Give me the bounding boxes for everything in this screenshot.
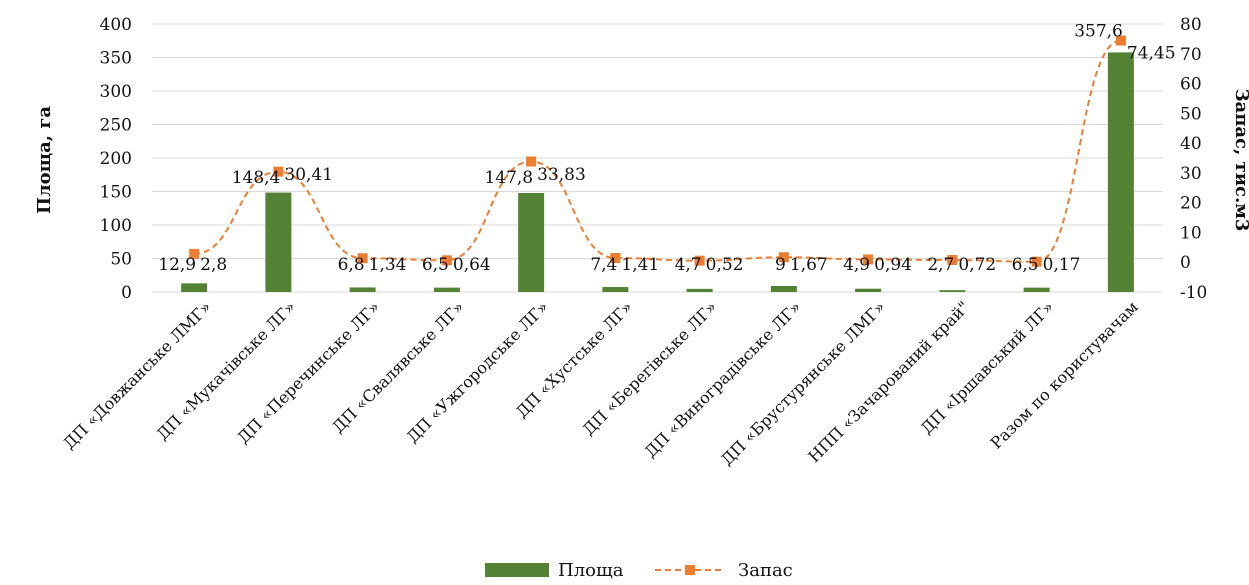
category-label: ДП «Берегівське ЛГ» (579, 297, 721, 439)
line-marker (357, 253, 368, 264)
y-tick-label: 400 (100, 15, 132, 35)
bar-data-label: 9 (775, 255, 786, 275)
bar-data-label: 6,8 (338, 255, 365, 275)
y-tick-label: 350 (100, 49, 132, 69)
line-marker (610, 253, 621, 264)
y2-tick-label: 30 (1180, 164, 1202, 184)
y-tick-label: 0 (121, 283, 132, 303)
y2-tick-label: 80 (1180, 15, 1202, 35)
line-data-label: 0,94 (874, 255, 912, 275)
y2-tick-label: 50 (1180, 104, 1202, 124)
y-axis-title: Площа, га (34, 106, 55, 214)
y2-tick-label: 20 (1180, 194, 1202, 214)
bar-data-label: 4,7 (675, 255, 702, 275)
bar (518, 192, 545, 292)
y2-tick-label: -10 (1180, 283, 1207, 303)
bar (770, 285, 797, 292)
y2-tick-label: 70 (1180, 45, 1202, 65)
category-label: ДП «Виноградівське ЛГ» (641, 297, 805, 461)
y-tick-label: 50 (110, 250, 132, 270)
y2-tick-label: 60 (1180, 75, 1202, 95)
y2-axis-title: Запас, тис.м3 (1231, 89, 1249, 232)
category-label: ДП «Довжанське ЛМГ» (60, 297, 215, 452)
bar-data-label: 2,7 (927, 255, 954, 275)
bar (181, 283, 208, 292)
line-data-label: 2,8 (200, 255, 227, 275)
line-data-label: 1,67 (790, 255, 828, 275)
bar-data-label: 7,4 (590, 255, 617, 275)
y-tick-label: 300 (100, 82, 132, 102)
y2-tick-label: 10 (1180, 223, 1202, 243)
y-tick-label: 150 (100, 183, 132, 203)
line-data-label: 33,83 (537, 165, 586, 185)
y-tick-label: 200 (100, 149, 132, 169)
line-data-label: 30,41 (284, 165, 333, 185)
category-label: ДП «Ужгородське ЛГ» (403, 297, 552, 446)
bar-data-label: 148,4 (232, 168, 281, 188)
line-marker (273, 166, 284, 177)
legend-swatch-bar (485, 563, 549, 577)
bar (349, 287, 376, 292)
line-marker (526, 156, 537, 167)
line-data-label: 0,17 (1043, 255, 1081, 275)
line-data-label: 1,41 (621, 255, 659, 275)
bar-data-label: 12,9 (158, 255, 196, 275)
category-label: НПП «Зачарований край" (804, 297, 973, 466)
category-label: Разом по користувачам (987, 297, 1142, 452)
bar-data-label: 147,8 (484, 168, 533, 188)
y-tick-label: 100 (100, 216, 132, 236)
line-data-label: 1,34 (369, 255, 407, 275)
legend-label-line: Запас (738, 560, 793, 581)
line-marker (1031, 256, 1042, 267)
category-label: ДП «Брустурянське ЛМГ» (717, 297, 889, 469)
series-line (194, 39, 1122, 263)
line-marker (947, 255, 958, 266)
line-marker (189, 248, 200, 259)
bar (686, 288, 713, 292)
y2-tick-label: 0 (1180, 253, 1191, 273)
y2-tick-label: 40 (1180, 134, 1202, 154)
line-data-label: 0,72 (958, 255, 996, 275)
category-label: ДП «Перечинське ЛГ» (234, 297, 384, 447)
line-marker (694, 255, 705, 266)
line-data-label: 0,64 (453, 255, 491, 275)
legend-label-bar: Площа (558, 560, 624, 581)
bar (265, 192, 292, 292)
line-marker (863, 254, 874, 265)
bar (855, 288, 882, 292)
y-tick-label: 250 (100, 116, 132, 136)
line-data-label: 0,52 (706, 255, 744, 275)
legend-marker-line (685, 565, 695, 575)
bar-data-label: 357,6 (1074, 21, 1123, 41)
bar (939, 290, 966, 292)
line-marker (1115, 35, 1126, 46)
line-marker (441, 255, 452, 266)
bar-data-label: 6,5 (1012, 255, 1039, 275)
bar (1107, 52, 1134, 292)
bar (1023, 287, 1050, 292)
category-label: ДП «Мукачівське ЛГ» (153, 297, 299, 443)
line-data-label: 74,45 (1127, 44, 1176, 64)
bar (433, 287, 460, 292)
bar-data-label: 6,5 (422, 255, 449, 275)
bar-data-label: 4,9 (843, 255, 870, 275)
line-marker (778, 252, 789, 263)
bar (602, 287, 629, 292)
